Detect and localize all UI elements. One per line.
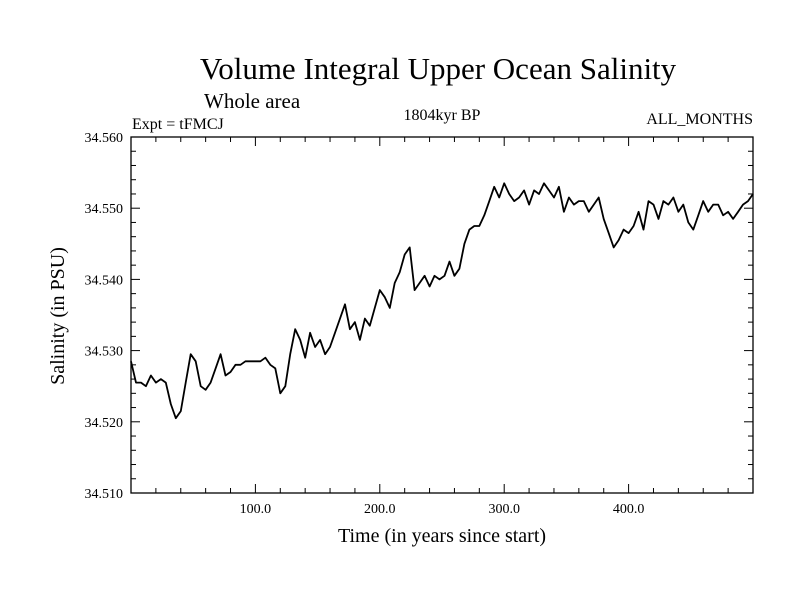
x-tick-label: 100.0	[240, 502, 272, 517]
series-layer	[130, 182, 754, 420]
y-tick-label: 34.520	[85, 416, 124, 431]
y-tick-label: 34.550	[85, 202, 124, 217]
series-line	[130, 182, 754, 420]
x-tick-label: 200.0	[364, 502, 396, 517]
y-tick-label: 34.530	[85, 345, 124, 360]
chart-title: Volume Integral Upper Ocean Salinity	[200, 51, 677, 86]
x-axis-label: Time (in years since start)	[338, 525, 546, 547]
months-label: ALL_MONTHS	[646, 111, 753, 128]
x-tick-label: 400.0	[613, 502, 645, 517]
y-tick-label: 34.560	[85, 131, 124, 146]
y-tick-label: 34.540	[85, 273, 124, 288]
x-axis: 100.0 200.0 300.0 400.0	[155, 137, 729, 517]
period-label: 1804kyr BP	[404, 107, 481, 124]
y-tick-label: 34.510	[85, 487, 124, 502]
chart-subtitle: Whole area	[204, 89, 301, 113]
y-axis-label: Salinity (in PSU)	[47, 247, 69, 385]
y-axis: 34.510 34.520 34.530 34.540 34.550 34.560	[85, 131, 753, 502]
plot-area	[130, 136, 754, 494]
x-tick-label: 300.0	[488, 502, 520, 517]
experiment-label: Expt = tFMCJ	[132, 116, 224, 133]
